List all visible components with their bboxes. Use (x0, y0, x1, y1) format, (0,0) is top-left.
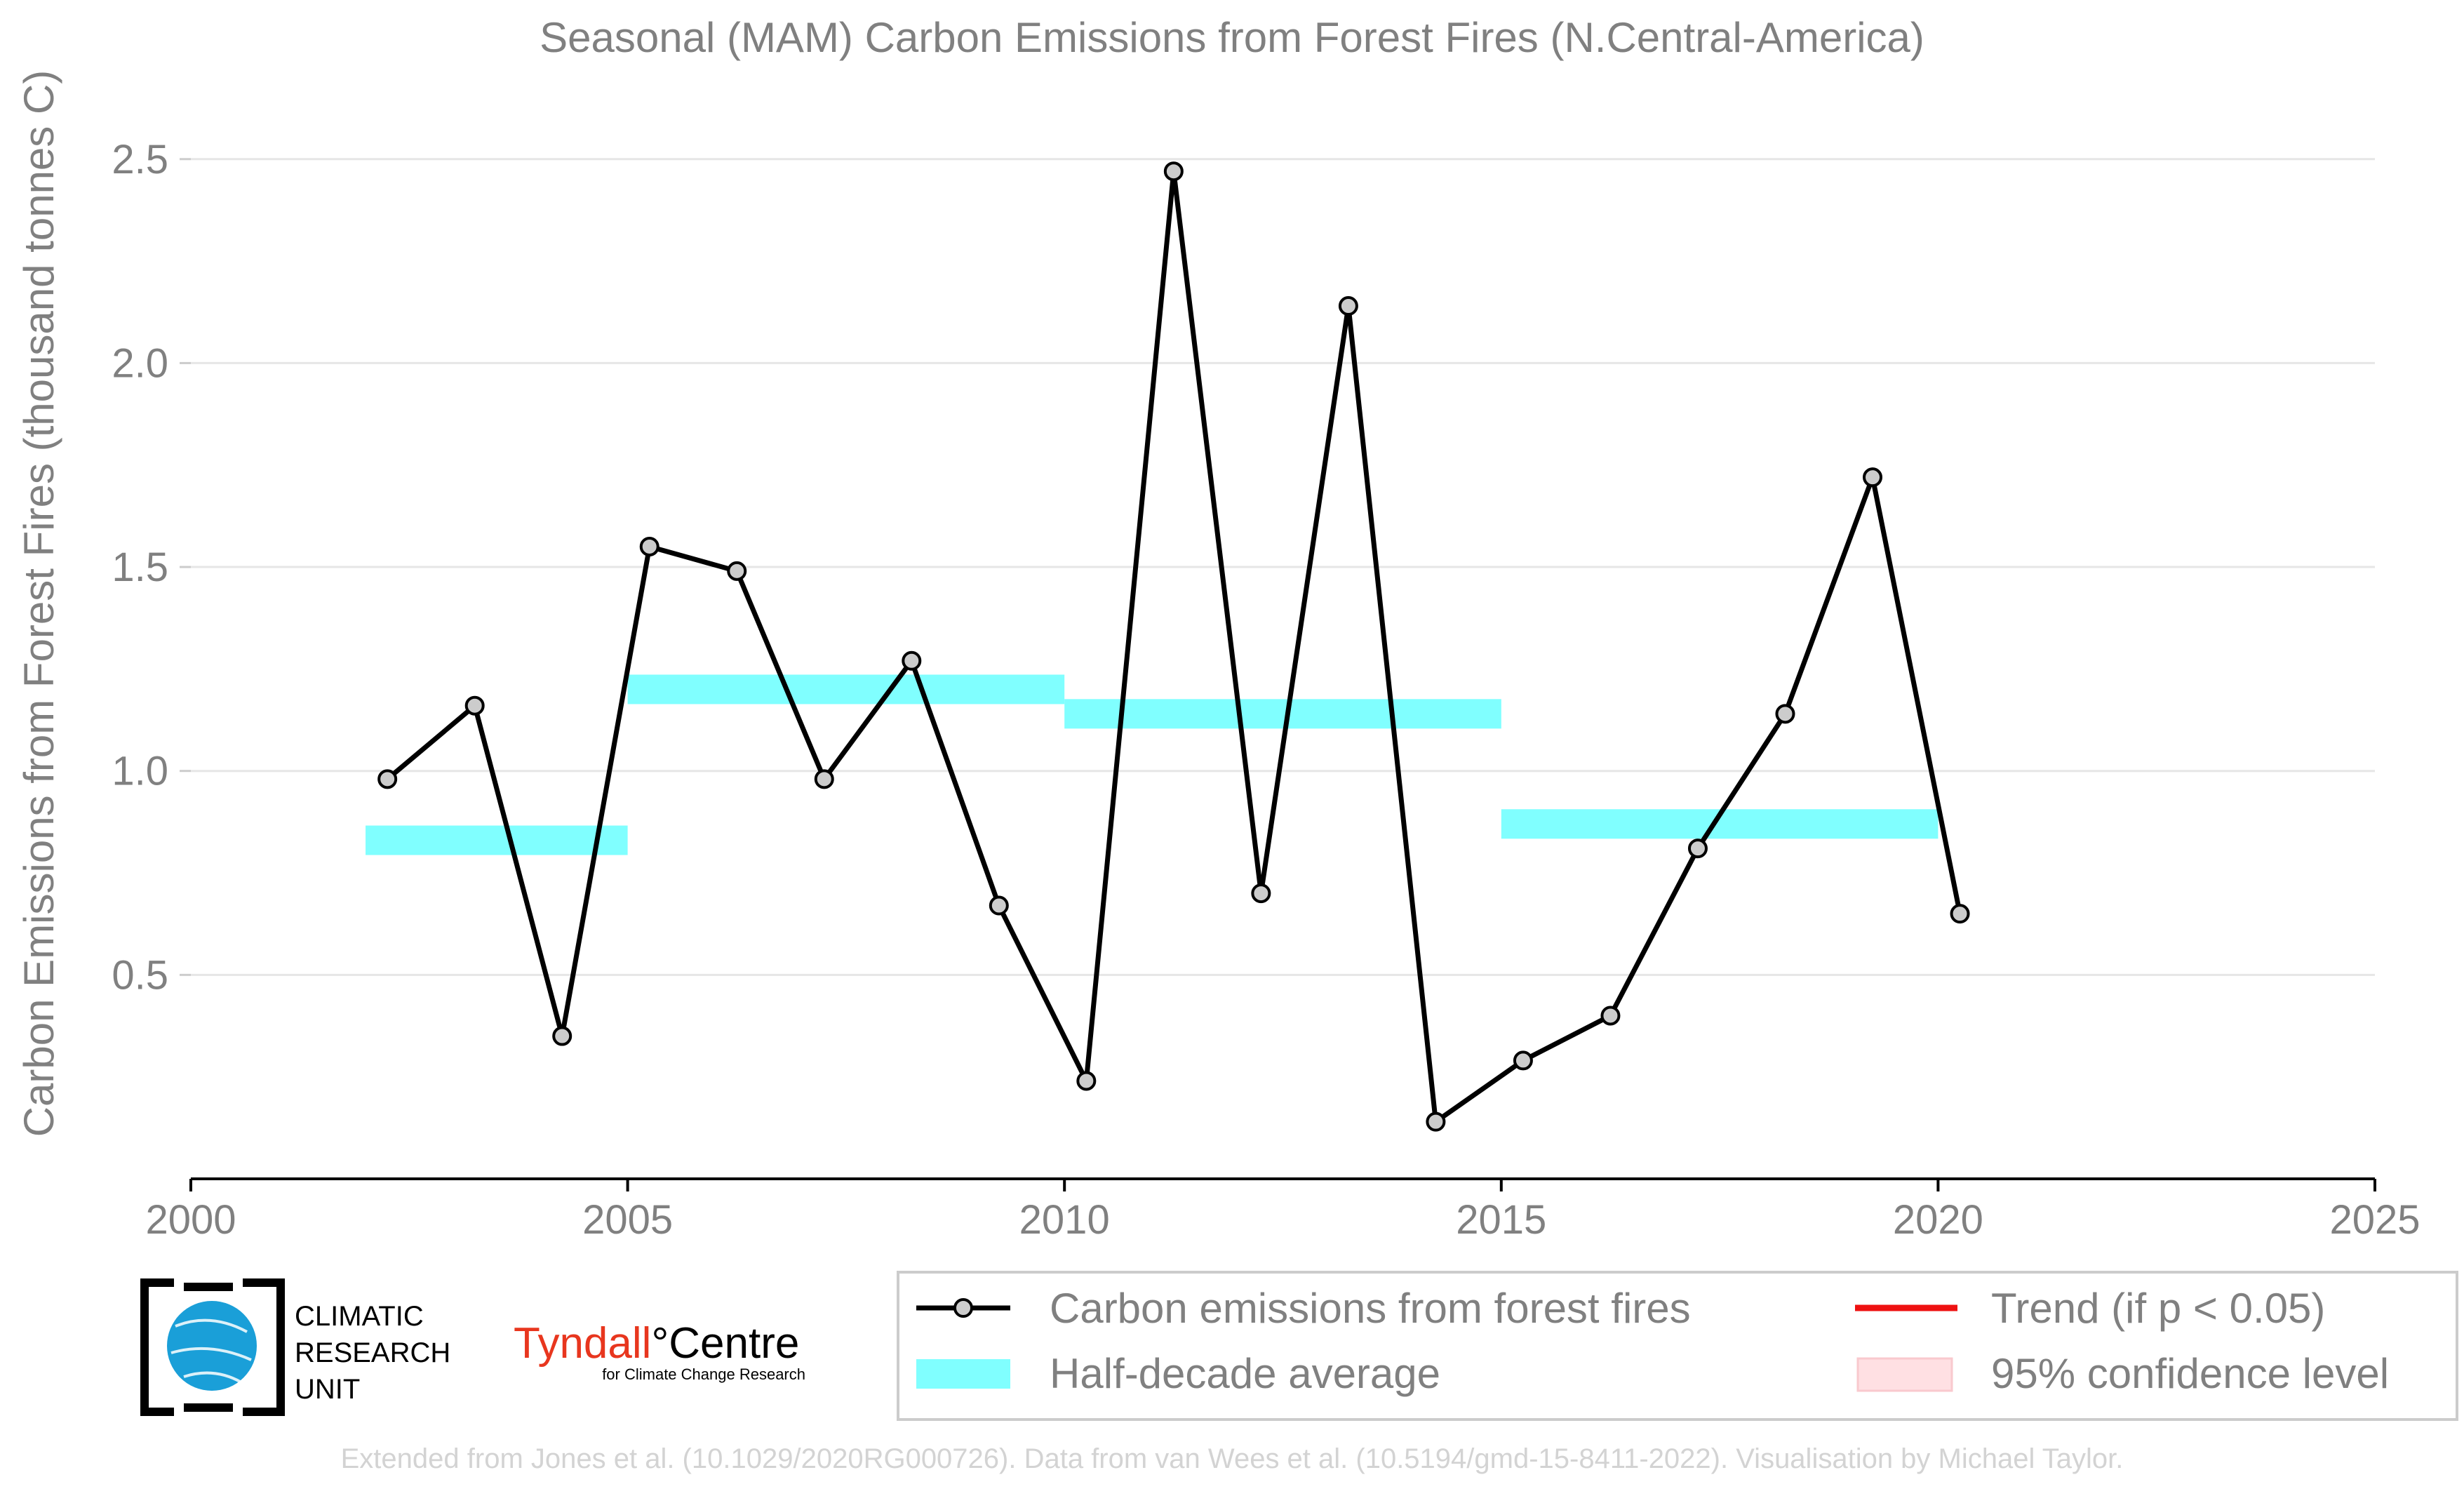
y-tick-label: 2.5 (112, 137, 168, 182)
y-axis-label: Carbon Emissions from Forest Fires (thou… (15, 70, 62, 1137)
data-point (464, 695, 485, 716)
y-tick-label: 1.0 (112, 749, 168, 794)
data-point (902, 650, 922, 671)
series-carbon-emissions (377, 161, 1970, 1132)
legend-item-emissions: Carbon emissions from forest fires (916, 1285, 1691, 1332)
data-point (727, 561, 747, 581)
y-tick-label: 2.0 (112, 340, 168, 386)
y-tick-label: 0.5 (112, 952, 168, 998)
data-point (1950, 904, 1970, 924)
x-tick-label: 2025 (2329, 1197, 2420, 1243)
x-tick-label: 2015 (1456, 1197, 1546, 1243)
data-point (1163, 161, 1184, 182)
data-point (989, 895, 1009, 916)
data-point (639, 536, 659, 556)
data-point (1426, 1111, 1446, 1132)
data-point (377, 769, 398, 789)
data-point (1687, 839, 1708, 859)
legend-item-half-decade: Half-decade average (916, 1350, 1440, 1397)
legend-label: 95% confidence level (1991, 1350, 2389, 1397)
legend-frame (897, 1271, 2458, 1421)
data-point (1775, 704, 1795, 724)
legend-item-confidence: 95% confidence level (1856, 1350, 2389, 1397)
tyndall-degree: ° (651, 1319, 669, 1368)
data-point (1338, 296, 1358, 316)
svg-text:Tyndall°Centre: Tyndall°Centre (514, 1319, 799, 1368)
gridlines: 0.5 1.0 1.5 2.0 2.5 (112, 137, 2375, 998)
data-point (1600, 1006, 1621, 1026)
x-tick-label: 2000 (145, 1197, 236, 1243)
x-tick-label: 2010 (1019, 1197, 1110, 1243)
data-point (1863, 467, 1883, 488)
data-point (1251, 883, 1271, 904)
legend-label: Half-decade average (1050, 1350, 1440, 1397)
cru-logo-text: UNIT (295, 1374, 360, 1405)
x-tick-label: 2020 (1893, 1197, 1983, 1243)
legend-label: Trend (if p < 0.05) (1991, 1285, 2325, 1332)
tyndall-centre: Centre (669, 1319, 799, 1368)
legend: Carbon emissions from forest fires Trend… (897, 1271, 2458, 1421)
x-tick-label: 2005 (582, 1197, 673, 1243)
cru-logo: CLIMATIC RESEARCH UNIT (140, 1278, 450, 1416)
series-line (385, 168, 1962, 1125)
axes: 2000 2005 2010 2015 2020 2025 (145, 1177, 2421, 1243)
footer-credit: Extended from Jones et al. (10.1029/2020… (341, 1443, 2124, 1474)
data-point (1076, 1071, 1097, 1091)
globe-icon (167, 1301, 257, 1391)
cru-logo-text: RESEARCH (295, 1337, 450, 1368)
chart-title: Seasonal (MAM) Carbon Emissions from For… (540, 14, 1924, 61)
half-decade-average-bands (366, 674, 1939, 855)
half-decade-average-band (366, 825, 628, 855)
tyndall-logo: Tyndall°Centre for Climate Change Resear… (514, 1319, 805, 1383)
cru-logo-text: CLIMATIC (295, 1301, 424, 1332)
legend-label: Carbon emissions from forest fires (1050, 1285, 1691, 1332)
data-point (552, 1026, 573, 1046)
half-decade-average-band (1064, 699, 1501, 729)
data-point (1513, 1050, 1533, 1071)
tyndall-name: Tyndall (514, 1319, 651, 1368)
y-tick-label: 1.5 (112, 545, 168, 590)
half-decade-average-band (627, 674, 1065, 704)
legend-item-trend: Trend (if p < 0.05) (1855, 1285, 2325, 1332)
data-point (814, 769, 834, 789)
tyndall-subtitle: for Climate Change Research (602, 1365, 805, 1383)
